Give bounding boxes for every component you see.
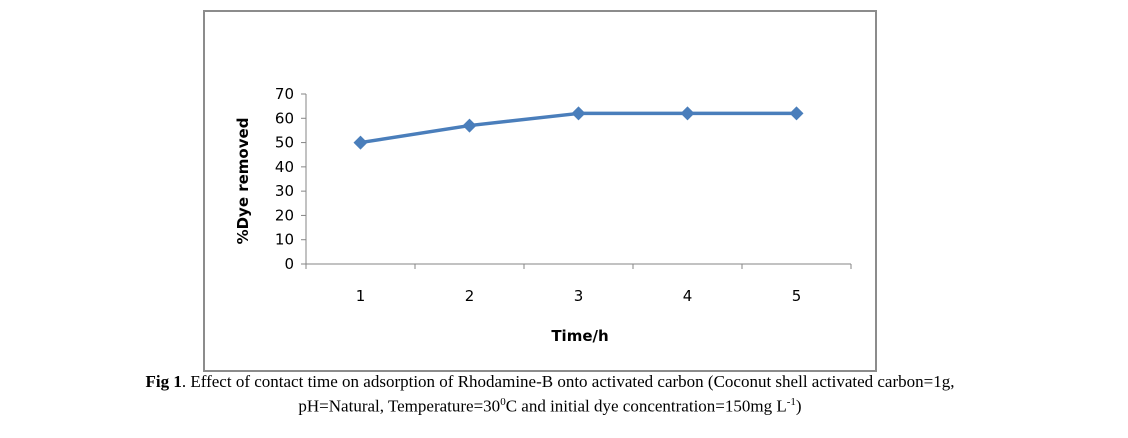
data-point-marker [462, 118, 477, 133]
caption-text-2a: pH=Natural, Temperature=30 [298, 396, 501, 416]
series-layer [353, 106, 804, 150]
data-point-marker [680, 106, 695, 121]
data-point-marker [789, 106, 804, 121]
x-tick-label: 2 [465, 287, 475, 305]
y-tick-label: 70 [275, 85, 294, 103]
x-tick-label: 3 [574, 287, 584, 305]
y-axis: 0 10 20 30 40 50 60 70 [275, 85, 307, 273]
data-point-marker [353, 135, 368, 150]
y-axis-title: %Dye removed [234, 118, 252, 245]
x-tick-label: 5 [792, 287, 802, 305]
y-tick-label: 40 [275, 158, 294, 176]
caption-text-2c: ) [795, 396, 802, 416]
y-tick-label: 20 [275, 206, 294, 224]
figure-frame: 0 10 20 30 40 50 60 70 1 2 3 4 5 %Dye removed Time/… [203, 10, 877, 372]
degree-superscript: 0 [500, 396, 506, 408]
y-tick-label: 10 [275, 231, 294, 249]
y-tick-label: 60 [275, 109, 294, 127]
caption-line-1: Fig 1. Effect of contact time on adsorpt… [0, 372, 1100, 392]
x-tick-label: 1 [356, 287, 366, 305]
y-tick-label: 30 [275, 182, 294, 200]
figure-label: Fig 1 [145, 372, 182, 391]
unit-superscript: -1 [786, 396, 796, 408]
line-chart: 0 10 20 30 40 50 60 70 1 2 3 4 5 %Dye removed Time/… [234, 85, 852, 345]
x-axis: 1 2 3 4 5 [302, 263, 852, 305]
y-tick-label: 0 [284, 255, 294, 273]
figure-caption: Fig 1. Effect of contact time on adsorpt… [0, 372, 1100, 417]
caption-line-2: pH=Natural, Temperature=300C and initial… [0, 392, 1100, 417]
y-tick-label: 50 [275, 134, 294, 152]
data-point-marker [571, 106, 586, 121]
caption-text-2b: C and initial dye concentration=150mg L [505, 396, 787, 416]
caption-text-1: . Effect of contact time on adsorption o… [181, 372, 955, 391]
x-tick-label: 4 [683, 287, 693, 305]
x-axis-title: Time/h [551, 327, 608, 345]
